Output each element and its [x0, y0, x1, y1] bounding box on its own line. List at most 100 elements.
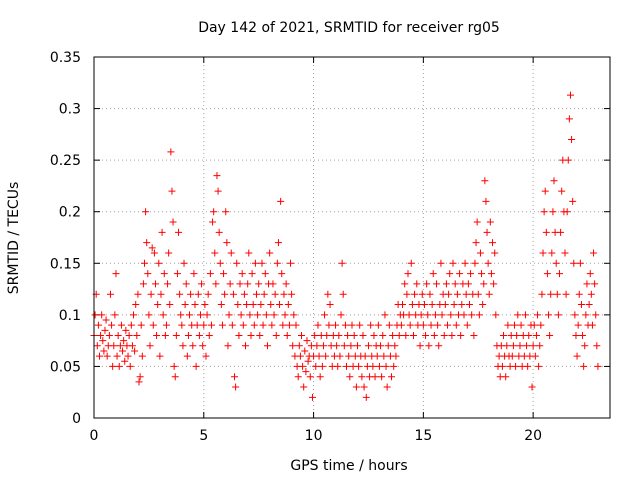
data-point	[155, 259, 163, 267]
data-point	[409, 331, 417, 339]
data-point	[270, 311, 278, 319]
data-point	[470, 331, 478, 339]
data-point	[492, 311, 500, 319]
data-point	[274, 239, 282, 247]
y-tick-label: 0.05	[50, 359, 81, 375]
data-point	[473, 218, 481, 226]
data-point	[430, 331, 438, 339]
data-point	[216, 259, 224, 267]
data-point	[206, 270, 214, 278]
data-point	[407, 259, 415, 267]
data-point	[389, 331, 397, 339]
data-point	[476, 249, 484, 257]
data-point	[576, 259, 584, 267]
data-point	[428, 301, 436, 309]
data-point	[95, 352, 103, 360]
data-points	[90, 91, 602, 401]
data-point	[312, 362, 320, 370]
data-point	[573, 352, 581, 360]
data-point	[278, 270, 286, 278]
data-point	[422, 331, 430, 339]
data-point	[537, 321, 545, 329]
data-point	[575, 290, 583, 298]
data-point	[441, 301, 449, 309]
data-point	[149, 321, 157, 329]
data-point	[438, 311, 446, 319]
data-point	[563, 208, 571, 216]
data-point	[221, 290, 229, 298]
data-point	[222, 208, 230, 216]
x-tick-label: 20	[524, 428, 542, 444]
data-point	[408, 301, 416, 309]
data-point	[198, 280, 206, 288]
data-point	[258, 259, 266, 267]
data-point	[281, 311, 289, 319]
data-point	[574, 321, 582, 329]
data-point	[453, 290, 461, 298]
data-point	[570, 259, 578, 267]
data-point	[93, 342, 101, 350]
data-point	[491, 249, 499, 257]
data-point	[369, 362, 377, 370]
data-point	[252, 290, 260, 298]
data-point	[345, 352, 353, 360]
data-point	[336, 352, 344, 360]
x-tick-label: 15	[414, 428, 432, 444]
data-point	[150, 249, 158, 257]
data-point	[566, 91, 574, 99]
data-point	[335, 331, 343, 339]
data-point	[554, 311, 562, 319]
data-point	[106, 290, 114, 298]
data-point	[500, 331, 508, 339]
data-point	[577, 301, 585, 309]
data-point	[276, 301, 284, 309]
data-point	[590, 249, 598, 257]
x-axis-label: GPS time / hours	[290, 458, 407, 474]
data-point	[156, 352, 164, 360]
data-point	[101, 326, 109, 334]
data-point	[214, 187, 222, 195]
data-point	[192, 362, 200, 370]
data-point	[531, 352, 539, 360]
data-point	[124, 352, 132, 360]
data-point	[130, 311, 138, 319]
data-point	[572, 331, 580, 339]
data-point	[170, 362, 178, 370]
data-point	[321, 311, 329, 319]
data-point	[115, 362, 123, 370]
data-point	[108, 321, 116, 329]
data-point	[175, 228, 183, 236]
data-point	[367, 321, 375, 329]
data-point	[437, 259, 445, 267]
data-point	[204, 290, 212, 298]
data-point	[292, 321, 300, 329]
data-point	[113, 352, 121, 360]
data-point	[187, 290, 195, 298]
data-point	[374, 321, 382, 329]
data-point	[161, 331, 169, 339]
data-point	[358, 373, 366, 381]
data-point	[164, 280, 172, 288]
data-point	[237, 311, 245, 319]
data-point	[541, 187, 549, 195]
data-point	[427, 321, 435, 329]
data-point	[471, 259, 479, 267]
data-point	[232, 383, 240, 391]
data-point	[201, 301, 209, 309]
data-point	[128, 342, 136, 350]
data-point	[139, 280, 147, 288]
data-point	[196, 311, 204, 319]
data-point	[263, 342, 271, 350]
data-point	[254, 311, 262, 319]
data-point	[334, 362, 342, 370]
data-point	[200, 321, 208, 329]
data-point	[370, 331, 378, 339]
data-point	[210, 208, 218, 216]
data-point	[411, 290, 419, 298]
data-point	[480, 280, 488, 288]
data-point	[290, 311, 298, 319]
data-point	[299, 362, 307, 370]
data-point	[475, 311, 483, 319]
data-point	[121, 357, 129, 365]
data-point	[392, 352, 400, 360]
